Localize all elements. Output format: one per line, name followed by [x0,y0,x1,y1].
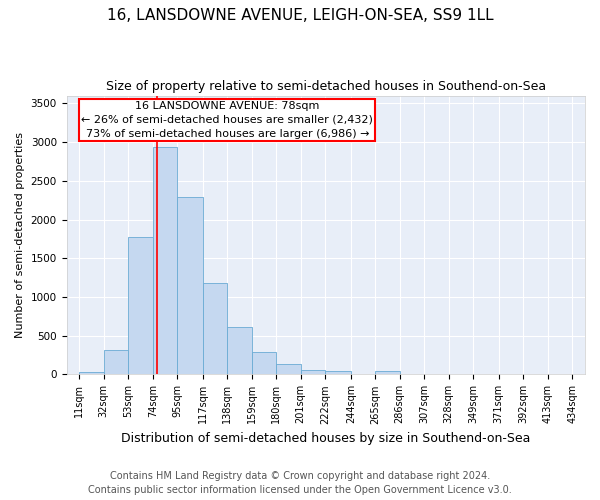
Bar [325,370,351,374]
Title: Size of property relative to semi-detached houses in Southend-on-Sea: Size of property relative to semi-detach… [106,80,546,93]
Bar [104,350,128,374]
Text: 16, LANSDOWNE AVENUE, LEIGH-ON-SEA, SS9 1LL: 16, LANSDOWNE AVENUE, LEIGH-ON-SEA, SS9 … [107,8,493,22]
Bar [276,364,301,374]
Bar [177,197,203,374]
Bar [252,352,276,374]
Text: Contains HM Land Registry data © Crown copyright and database right 2024.
Contai: Contains HM Land Registry data © Crown c… [88,471,512,495]
Bar [301,370,325,374]
Bar [79,372,104,374]
Bar [375,371,400,374]
X-axis label: Distribution of semi-detached houses by size in Southend-on-Sea: Distribution of semi-detached houses by … [121,432,530,445]
Text: 16 LANSDOWNE AVENUE: 78sqm: 16 LANSDOWNE AVENUE: 78sqm [135,102,319,112]
Y-axis label: Number of semi-detached properties: Number of semi-detached properties [15,132,25,338]
Bar [128,238,153,374]
Bar [227,327,252,374]
FancyBboxPatch shape [79,98,375,142]
Bar [153,148,177,374]
Text: ← 26% of semi-detached houses are smaller (2,432): ← 26% of semi-detached houses are smalle… [82,115,373,125]
Text: 73% of semi-detached houses are larger (6,986) →: 73% of semi-detached houses are larger (… [86,128,369,138]
Bar [203,284,227,374]
